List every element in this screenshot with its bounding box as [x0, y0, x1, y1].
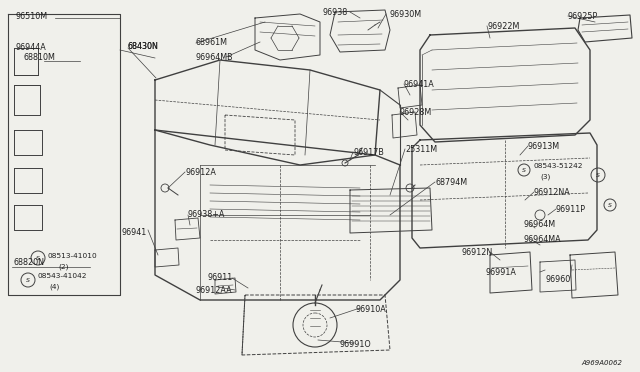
Text: 96941: 96941 — [122, 228, 147, 237]
Text: 08543-51242: 08543-51242 — [533, 163, 582, 169]
Text: S: S — [608, 202, 612, 208]
Text: 68430N: 68430N — [128, 42, 159, 51]
Text: 96938: 96938 — [323, 8, 348, 17]
Text: 96510M: 96510M — [16, 12, 48, 21]
Text: A969A0062: A969A0062 — [581, 360, 622, 366]
Text: 96938+A: 96938+A — [188, 210, 225, 219]
Text: 96991O: 96991O — [340, 340, 372, 349]
Text: 96925P: 96925P — [568, 12, 598, 21]
Text: 25311M: 25311M — [405, 145, 437, 154]
Text: 68794M: 68794M — [435, 178, 467, 187]
Text: 68810M: 68810M — [24, 53, 56, 62]
Text: 68430N: 68430N — [128, 42, 159, 51]
Text: 96912N: 96912N — [462, 248, 493, 257]
Text: 96964MA: 96964MA — [524, 235, 562, 244]
Text: 96930M: 96930M — [390, 10, 422, 19]
Text: S: S — [26, 278, 30, 282]
Text: 68820N: 68820N — [13, 258, 44, 267]
Text: 96912AA: 96912AA — [195, 286, 232, 295]
Text: 96917B: 96917B — [353, 148, 384, 157]
Text: (2): (2) — [58, 263, 68, 269]
Text: S: S — [522, 167, 526, 173]
Text: 96941A: 96941A — [404, 80, 435, 89]
Text: 96912NA: 96912NA — [534, 188, 571, 197]
Text: 96991A: 96991A — [485, 268, 516, 277]
Text: 96912A: 96912A — [185, 168, 216, 177]
Text: 96922M: 96922M — [488, 22, 520, 31]
Text: 96928M: 96928M — [400, 108, 432, 117]
Text: 96910A: 96910A — [355, 305, 386, 314]
Text: 96964M: 96964M — [524, 220, 556, 229]
Text: (3): (3) — [540, 173, 550, 180]
Text: 96964MB: 96964MB — [196, 53, 234, 62]
Text: S: S — [596, 173, 600, 177]
Text: 96911: 96911 — [208, 273, 233, 282]
Text: S: S — [36, 256, 40, 260]
Text: 96944A: 96944A — [16, 43, 47, 52]
Text: 96913M: 96913M — [528, 142, 560, 151]
Text: 08543-41042: 08543-41042 — [38, 273, 88, 279]
Text: (4): (4) — [49, 283, 60, 289]
Text: 96960: 96960 — [545, 275, 570, 284]
Text: 96911P: 96911P — [556, 205, 586, 214]
Text: 08513-41010: 08513-41010 — [47, 253, 97, 259]
Text: 68961M: 68961M — [196, 38, 228, 47]
